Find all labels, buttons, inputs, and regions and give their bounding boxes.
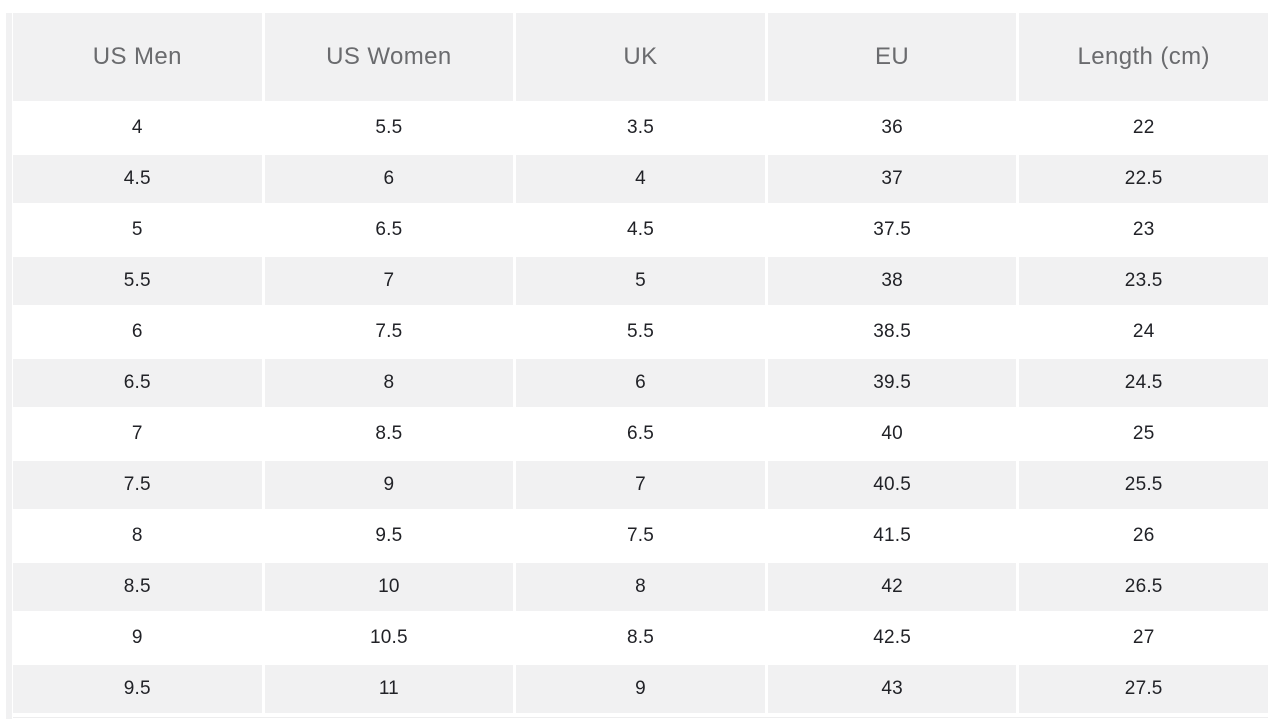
column-header-length-cm: Length (cm) (1019, 13, 1268, 101)
table-cell-row4-eu: 38 (767, 257, 1017, 305)
table-cell-row6-us-men: 6.5 (13, 359, 262, 407)
table-cell-row4-us-men: 5.5 (13, 257, 262, 305)
table-cell-row7-us-men: 7 (13, 410, 262, 458)
table-cell-row2-us-men: 4.5 (13, 155, 262, 203)
table-cell-row8-us-men: 7.5 (13, 461, 262, 509)
table-cell-row10-length-cm: 26.5 (1019, 563, 1268, 611)
table-cell-row10-us-men: 8.5 (13, 563, 262, 611)
table-cell-row9-length-cm: 26 (1019, 512, 1268, 560)
table-cell-row12-eu: 43 (767, 665, 1017, 713)
table-cell-row3-uk: 4.5 (516, 206, 765, 254)
table-cell-row12-us-women: 11 (264, 665, 514, 713)
table-cell-row9-us-men: 8 (13, 512, 262, 560)
table-cell-row1-us-men: 4 (13, 104, 262, 152)
table-cell-row2-uk: 4 (516, 155, 765, 203)
column-header-eu: EU (767, 13, 1017, 101)
table-cell-row5-eu: 38.5 (767, 308, 1017, 356)
table-cell-row11-uk: 8.5 (516, 614, 765, 662)
table-cell-row4-us-women: 7 (264, 257, 514, 305)
table-cell-row11-eu: 42.5 (767, 614, 1017, 662)
table-cell-row11-length-cm: 27 (1019, 614, 1268, 662)
table-cell-row8-length-cm: 25.5 (1019, 461, 1268, 509)
column-header-uk: UK (516, 13, 765, 101)
table-cell-row1-length-cm: 22 (1019, 104, 1268, 152)
table-cell-row6-length-cm: 24.5 (1019, 359, 1268, 407)
table-cell-row6-eu: 39.5 (767, 359, 1017, 407)
next-section-top-edge (13, 717, 1268, 718)
table-cell-row8-us-women: 9 (264, 461, 514, 509)
table-cell-row7-eu: 40 (767, 410, 1017, 458)
table-cell-row11-us-men: 9 (13, 614, 262, 662)
table-cell-row9-us-women: 9.5 (264, 512, 514, 560)
table-cell-row7-uk: 6.5 (516, 410, 765, 458)
table-cell-row8-eu: 40.5 (767, 461, 1017, 509)
table-cell-row5-us-women: 7.5 (264, 308, 514, 356)
table-cell-row6-uk: 6 (516, 359, 765, 407)
table-cell-row12-length-cm: 27.5 (1019, 665, 1268, 713)
table-cell-row12-uk: 9 (516, 665, 765, 713)
table-cell-row2-eu: 37 (767, 155, 1017, 203)
table-cell-row3-eu: 37.5 (767, 206, 1017, 254)
table-cell-row2-us-women: 6 (264, 155, 514, 203)
table-cell-row4-uk: 5 (516, 257, 765, 305)
table-cell-row1-uk: 3.5 (516, 104, 765, 152)
column-header-us-women: US Women (264, 13, 514, 101)
table-cell-row9-uk: 7.5 (516, 512, 765, 560)
table-cell-row1-us-women: 5.5 (264, 104, 514, 152)
table-cell-row3-us-men: 5 (13, 206, 262, 254)
table-cell-row10-uk: 8 (516, 563, 765, 611)
table-cell-row7-us-women: 8.5 (264, 410, 514, 458)
table-cell-row6-us-women: 8 (264, 359, 514, 407)
table-cell-row4-length-cm: 23.5 (1019, 257, 1268, 305)
table-cell-row8-uk: 7 (516, 461, 765, 509)
table-cell-row12-us-men: 9.5 (13, 665, 262, 713)
table-cell-row5-us-men: 6 (13, 308, 262, 356)
table-cell-row10-eu: 42 (767, 563, 1017, 611)
table-cell-row3-us-women: 6.5 (264, 206, 514, 254)
table-cell-row2-length-cm: 22.5 (1019, 155, 1268, 203)
table-cell-row7-length-cm: 25 (1019, 410, 1268, 458)
table-cell-row9-eu: 41.5 (767, 512, 1017, 560)
table-cell-row1-eu: 36 (767, 104, 1017, 152)
table-cell-row10-us-women: 10 (264, 563, 514, 611)
left-edge-strip (6, 13, 12, 719)
table-cell-row11-us-women: 10.5 (264, 614, 514, 662)
table-cell-row5-uk: 5.5 (516, 308, 765, 356)
table-cell-row3-length-cm: 23 (1019, 206, 1268, 254)
shoe-size-conversion-table: US Men US Women UK EU Length (cm) 4 5.5 3.5 36 22… (13, 13, 1268, 713)
table-cell-row5-length-cm: 24 (1019, 308, 1268, 356)
column-header-us-men: US Men (13, 13, 262, 101)
